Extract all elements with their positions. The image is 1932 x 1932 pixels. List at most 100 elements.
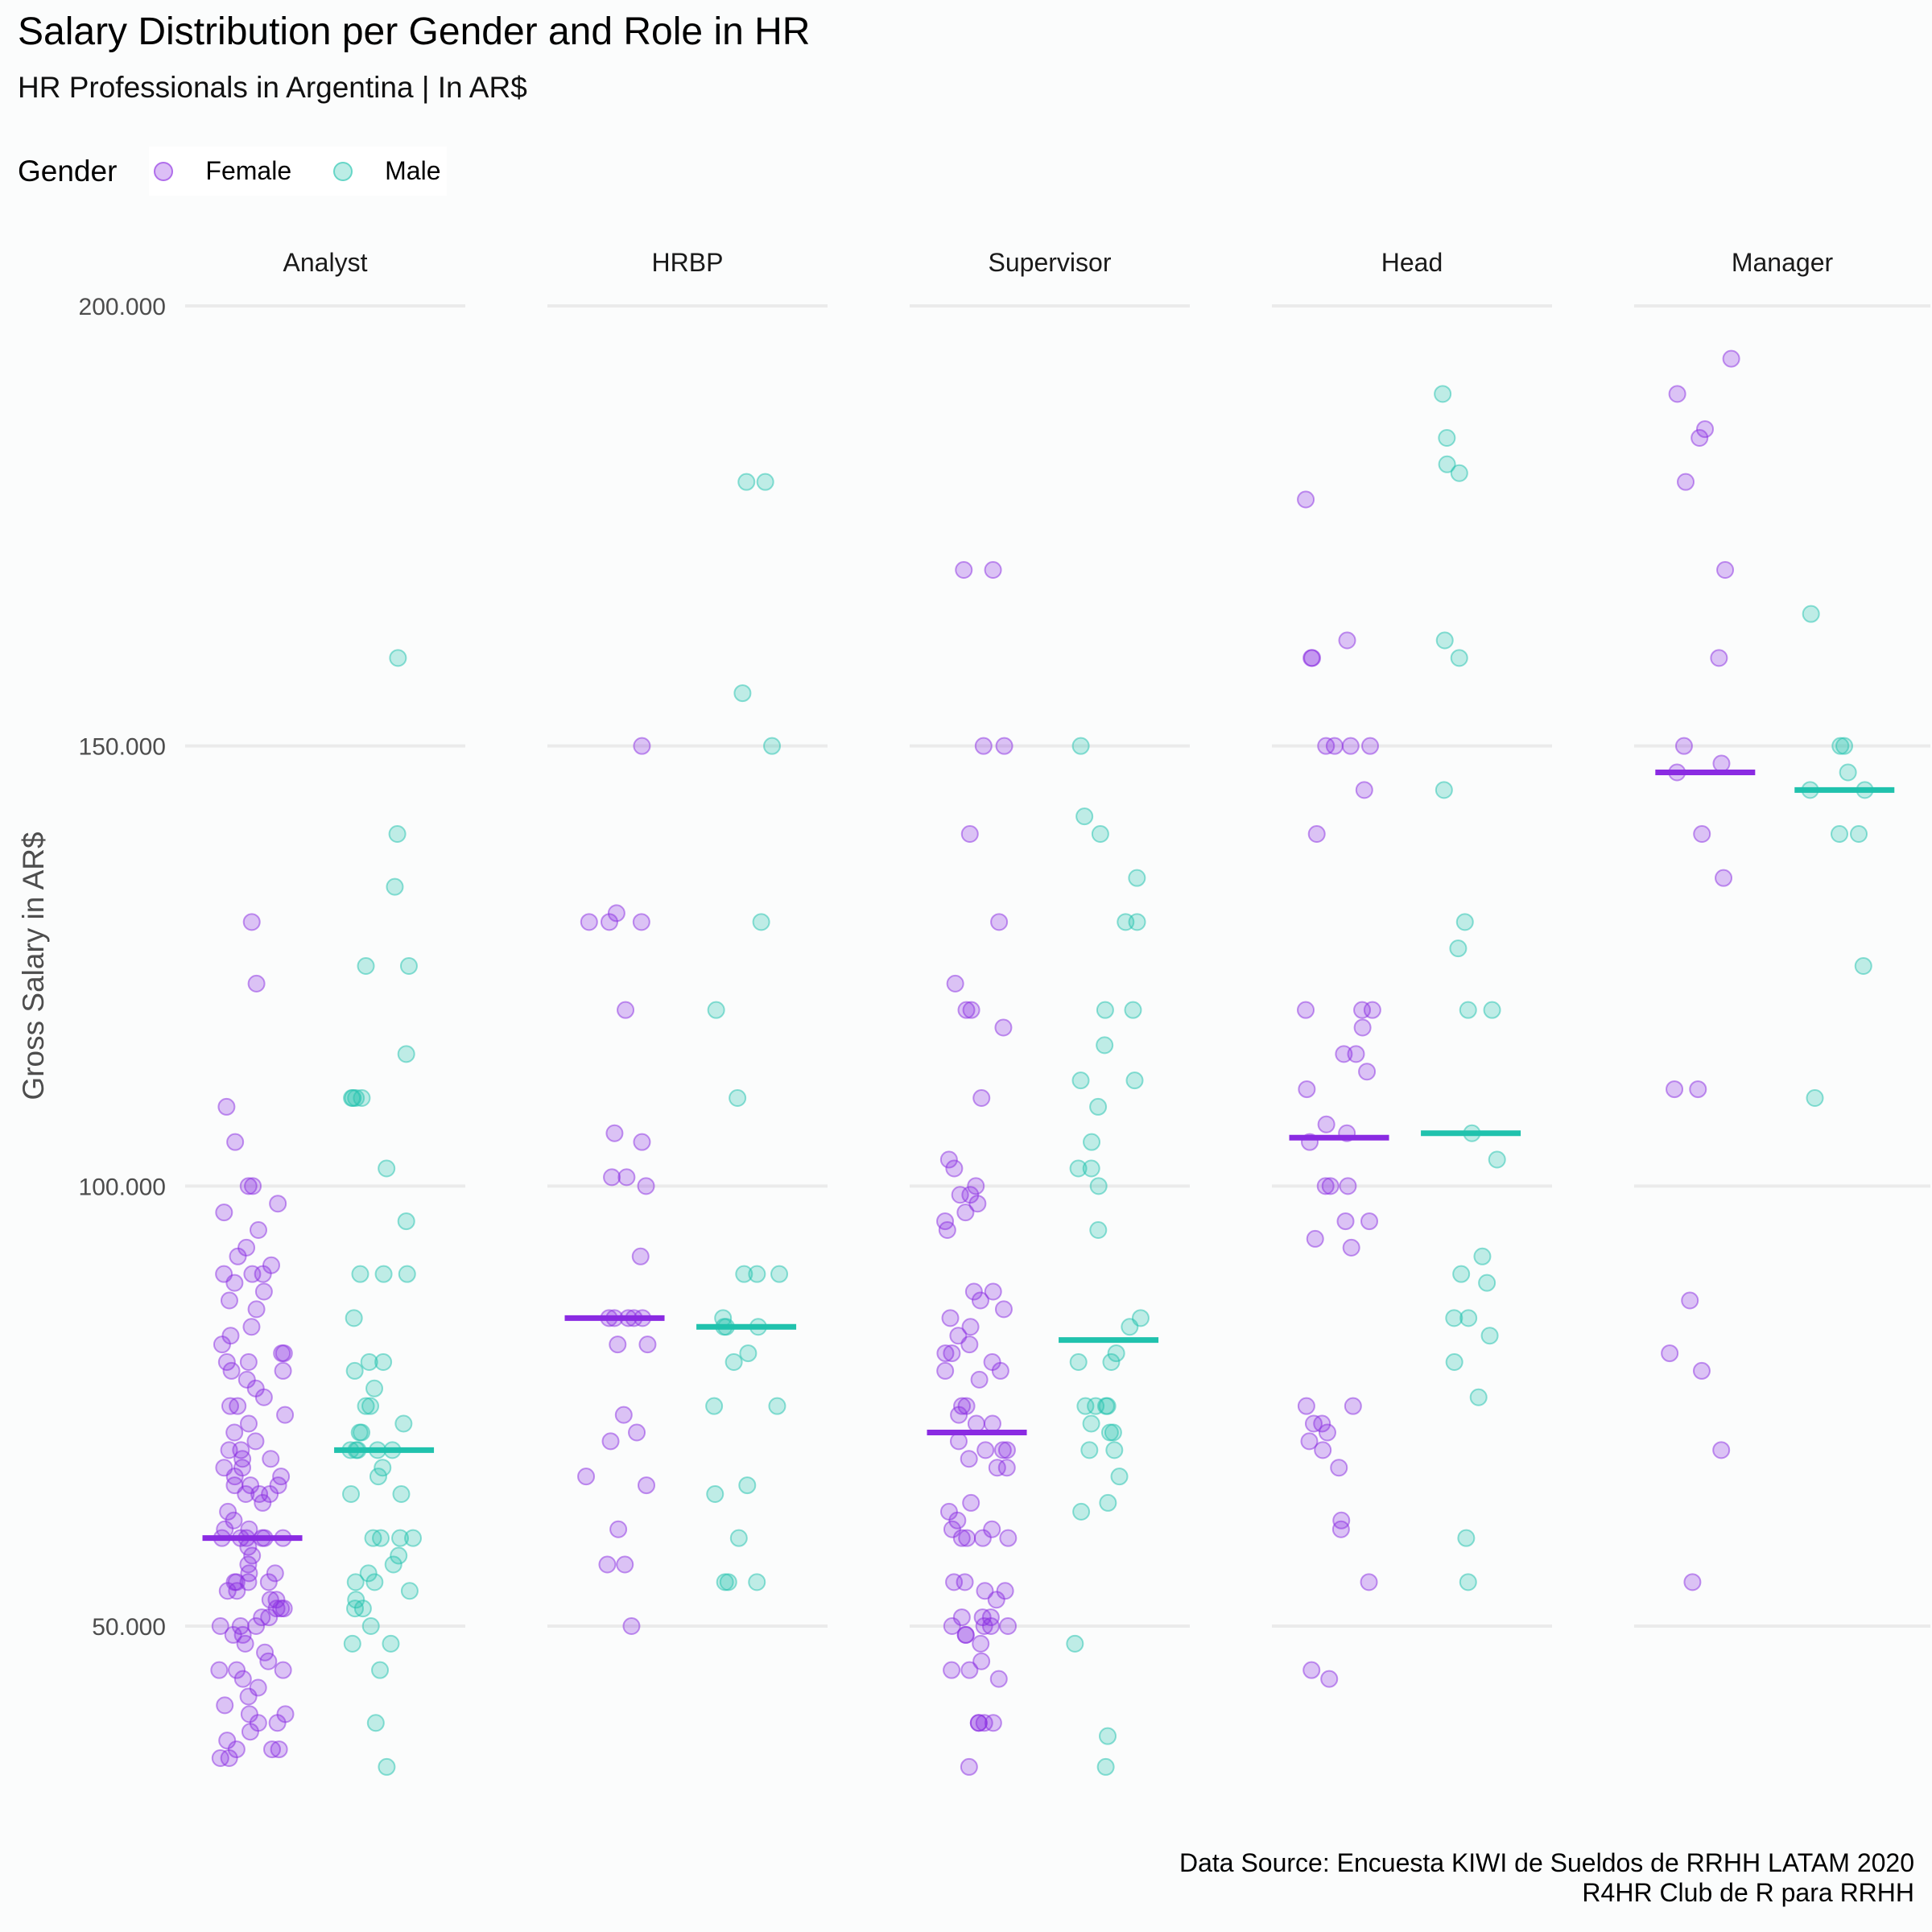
male-point <box>748 1573 766 1591</box>
female-point <box>1297 1397 1315 1415</box>
female-point <box>249 1221 267 1239</box>
male-point <box>397 1045 415 1063</box>
male-point <box>347 1591 365 1609</box>
female-point <box>958 1529 976 1547</box>
female-point <box>239 1353 258 1371</box>
female-point <box>256 1643 275 1662</box>
facet-label-manager: Manager <box>1732 248 1834 277</box>
female-point <box>1661 1344 1679 1363</box>
male-point <box>1121 1318 1139 1336</box>
male-point <box>1488 1150 1506 1169</box>
male-point <box>1445 1309 1463 1327</box>
female-point <box>228 1661 246 1679</box>
male-point <box>1104 1423 1122 1442</box>
female-point <box>997 1459 1016 1477</box>
male-point <box>1457 1529 1476 1547</box>
female-point <box>994 1300 1013 1319</box>
male-point <box>1069 1159 1088 1178</box>
female-point <box>276 1406 295 1424</box>
male-point <box>748 1265 766 1283</box>
female-point <box>1325 737 1344 755</box>
female-point <box>989 1670 1008 1688</box>
male-point <box>1069 1353 1088 1371</box>
male-point <box>399 957 418 975</box>
male-point <box>386 877 404 896</box>
female-point <box>239 1687 258 1706</box>
female-point <box>633 1133 651 1151</box>
female-point <box>983 1520 1001 1538</box>
male-point <box>361 1617 380 1635</box>
male-point <box>361 1397 380 1415</box>
male-point <box>388 825 407 843</box>
female-point <box>956 1625 975 1644</box>
female-point <box>1314 1441 1332 1459</box>
male-point <box>1096 1757 1115 1776</box>
female-point <box>220 1291 238 1310</box>
male-point <box>1452 1265 1471 1283</box>
male-point <box>1124 1001 1142 1019</box>
female-point <box>243 1265 262 1283</box>
female-point <box>1335 1045 1353 1063</box>
female-point <box>993 1441 1012 1459</box>
female-point <box>962 1001 980 1019</box>
female-point <box>984 1714 1002 1732</box>
male-point <box>400 1582 419 1600</box>
female-point <box>938 1221 956 1239</box>
male-point <box>1075 807 1094 826</box>
male-point <box>371 1661 390 1679</box>
female-point <box>1683 1573 1702 1591</box>
female-point <box>242 1318 261 1336</box>
legend-female-label: Female <box>205 156 292 185</box>
male-point <box>763 737 782 755</box>
female-point <box>975 1714 993 1732</box>
female-point <box>217 1097 236 1116</box>
female-point <box>972 1089 991 1107</box>
male-point <box>1478 1274 1496 1292</box>
female-point <box>974 737 993 755</box>
female-point <box>236 1634 254 1653</box>
female-point <box>614 1406 633 1424</box>
female-point <box>960 1335 979 1354</box>
female-point <box>259 1573 278 1591</box>
female-point <box>603 1168 621 1187</box>
male-point <box>1082 1159 1100 1178</box>
female-point <box>244 1177 262 1195</box>
legend: Gender Female Male <box>18 147 448 196</box>
male-point <box>1066 1634 1084 1653</box>
female-point <box>1304 1414 1323 1433</box>
female-point <box>957 1001 976 1019</box>
male-point <box>1455 913 1474 931</box>
male-point <box>398 1265 416 1283</box>
female-point <box>1689 1080 1707 1099</box>
female-point <box>1297 1001 1315 1019</box>
female-point <box>1666 1080 1684 1099</box>
female-point <box>1696 420 1715 439</box>
female-point <box>1321 1177 1340 1195</box>
female-point <box>943 1617 961 1635</box>
female-point <box>263 1740 282 1759</box>
female-point <box>638 1335 657 1354</box>
female-point <box>254 1388 273 1406</box>
male-point <box>1091 825 1109 843</box>
male-point <box>752 913 770 931</box>
male-point <box>365 1379 384 1397</box>
male-point <box>739 1344 758 1363</box>
y-tick-label: 200.000 <box>79 294 166 320</box>
female-point <box>988 1459 1006 1477</box>
male-point <box>1083 1133 1101 1151</box>
male-point <box>1473 1247 1492 1265</box>
female-point <box>1674 737 1693 755</box>
male-point <box>1089 1097 1108 1116</box>
male-point <box>1096 1036 1114 1055</box>
facet-label-analyst: Analyst <box>283 248 368 277</box>
female-point <box>269 1195 287 1213</box>
male-point <box>369 1468 387 1486</box>
female-point <box>239 1414 258 1433</box>
male-point <box>1128 913 1146 931</box>
male-point <box>1125 1071 1144 1090</box>
female-point <box>270 1740 288 1759</box>
female-point <box>632 913 650 931</box>
female-point <box>220 1749 238 1767</box>
female-point <box>622 1617 641 1635</box>
female-point <box>638 1476 656 1495</box>
